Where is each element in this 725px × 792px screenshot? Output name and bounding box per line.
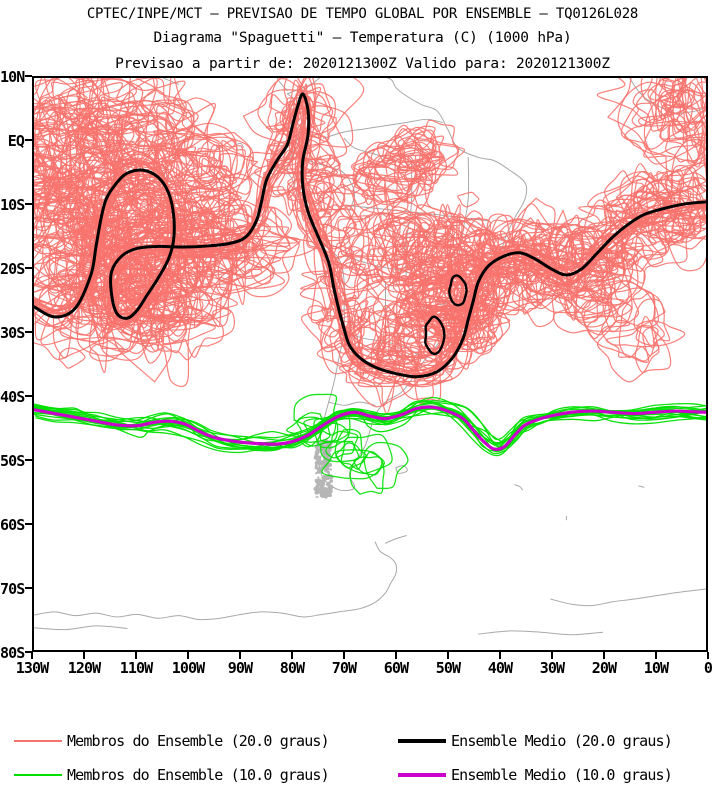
x-axis-label: 70W [331, 659, 357, 677]
title-line-3: Previsao a partir de: 2020121300Z Valido… [115, 55, 610, 72]
y-tick [25, 587, 32, 589]
y-tick [25, 651, 32, 653]
x-tick [83, 652, 85, 659]
x-axis-label: 100W [171, 659, 205, 677]
x-tick [447, 652, 449, 659]
legend-line-swatch [398, 773, 446, 777]
x-tick [603, 652, 605, 659]
x-axis-label: 90W [227, 659, 253, 677]
y-axis-label: 50S [0, 452, 25, 470]
y-axis-label: 60S [0, 516, 25, 534]
y-tick [25, 523, 32, 525]
x-axis-label: 120W [67, 659, 101, 677]
legend-label: Membros do Ensemble (20.0 graus) [67, 732, 330, 750]
x-axis-label: 110W [119, 659, 153, 677]
y-axis-label: 20S [0, 260, 25, 278]
x-tick [343, 652, 345, 659]
legend-label: Ensemble Medio (10.0 graus) [451, 766, 673, 784]
title-line-2: Diagrama "Spaguetti" – Temperatura (C) (… [153, 30, 572, 46]
x-tick [655, 652, 657, 659]
legend-item[interactable]: Membros do Ensemble (10.0 graus) [14, 766, 330, 784]
legend-line-swatch [398, 739, 446, 743]
x-axis-label: 60W [383, 659, 409, 677]
x-axis-label: 10W [643, 659, 669, 677]
y-axis-label: 30S [0, 324, 25, 342]
spaghetti-contour-canvas [34, 78, 706, 636]
x-tick [187, 652, 189, 659]
x-tick [395, 652, 397, 659]
x-axis-label: 130W [15, 659, 49, 677]
y-tick [25, 267, 32, 269]
x-axis-label: 0 [703, 659, 713, 677]
x-tick [239, 652, 241, 659]
title-block: CPTEC/INPE/MCT – PREVISAO DE TEMPO GLOBA… [0, 0, 725, 71]
y-axis-label: 80S [0, 644, 25, 662]
legend-item[interactable]: Ensemble Medio (10.0 graus) [398, 766, 673, 784]
y-axis-label: EQ [7, 132, 25, 150]
y-axis-label: 10S [0, 196, 25, 214]
legend-label: Membros do Ensemble (10.0 graus) [67, 766, 330, 784]
y-axis-label: 70S [0, 580, 25, 598]
x-tick [551, 652, 553, 659]
x-tick [135, 652, 137, 659]
x-axis-label: 20W [591, 659, 617, 677]
x-axis-label: 50W [435, 659, 461, 677]
legend-line-swatch [14, 740, 62, 742]
legend: Membros do Ensemble (20.0 graus) Ensemble… [0, 714, 725, 792]
legend-label: Ensemble Medio (20.0 graus) [451, 732, 673, 750]
legend-item[interactable]: Membros do Ensemble (20.0 graus) [14, 732, 330, 750]
x-tick [499, 652, 501, 659]
y-tick [25, 139, 32, 141]
y-axis-label: 40S [0, 388, 25, 406]
x-tick [291, 652, 293, 659]
title-line-1: CPTEC/INPE/MCT – PREVISAO DE TEMPO GLOBA… [86, 6, 639, 22]
legend-line-swatch [14, 774, 62, 776]
y-tick [25, 75, 32, 77]
x-axis-label: 40W [487, 659, 513, 677]
y-axis-label: 10N [0, 68, 25, 86]
y-tick [25, 395, 32, 397]
x-tick [707, 652, 709, 659]
y-tick [25, 331, 32, 333]
y-tick [25, 203, 32, 205]
x-axis-label: 80W [279, 659, 305, 677]
legend-item[interactable]: Ensemble Medio (20.0 graus) [398, 732, 673, 750]
x-tick [31, 652, 33, 659]
x-axis-label: 30W [539, 659, 565, 677]
y-tick [25, 459, 32, 461]
map-plot-area[interactable] [32, 76, 708, 652]
